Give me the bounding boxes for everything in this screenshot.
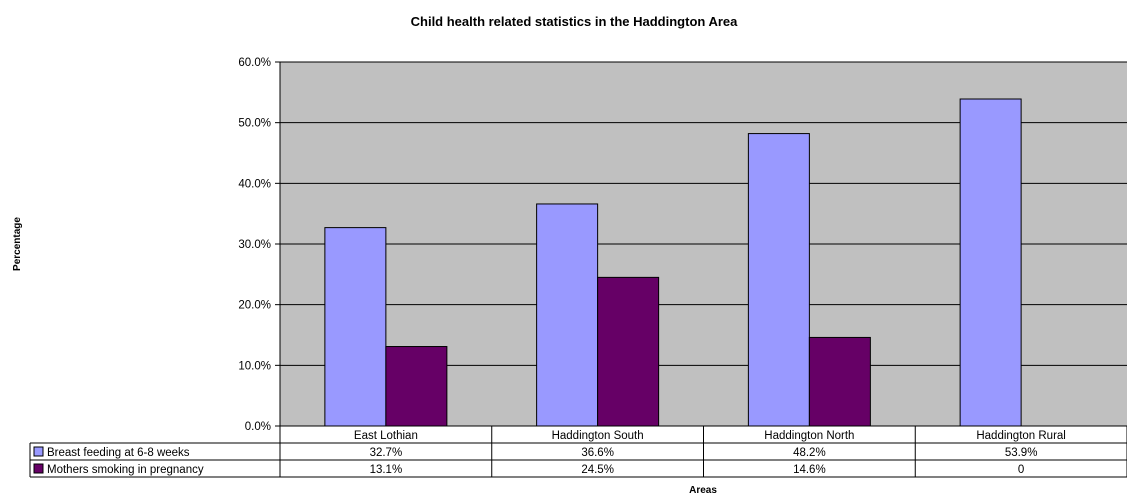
data-label-series-0-cat-3: 53.9% — [1005, 447, 1038, 459]
data-label-series-0-cat-0: 32.7% — [370, 447, 403, 459]
data-label-series-1-cat-0: 13.1% — [370, 464, 403, 476]
category-label-3: Haddington Rural — [976, 430, 1066, 442]
chart-title: Child health related statistics in the H… — [411, 14, 739, 29]
bar-series-1-cat-1 — [597, 276, 660, 427]
data-label-series-1-cat-3: 0 — [1018, 464, 1024, 476]
y-tick-label-0: 0.0% — [245, 421, 271, 433]
category-label-2: Haddington North — [764, 430, 854, 442]
y-tick-label-2: 20.0% — [238, 300, 271, 312]
bar-series-0-cat-0 — [324, 227, 387, 427]
y-axis: 0.0% 10.0% 20.0% 30.0% 40.0% 50.0% 60.0% — [238, 57, 280, 433]
y-tick-label-3: 30.0% — [238, 239, 271, 251]
x-axis-label: Areas — [689, 485, 717, 495]
bar-series-0-cat-3 — [959, 98, 1022, 427]
y-tick-label-4: 40.0% — [238, 178, 271, 190]
bar-series-1-cat-2 — [808, 336, 871, 427]
bar-series-1-cat-0 — [385, 346, 448, 427]
legend-label-0: Breast feeding at 6-8 weeks — [47, 447, 190, 459]
data-label-series-0-cat-2: 48.2% — [793, 447, 826, 459]
bar-series-0-cat-2 — [747, 133, 810, 427]
category-label-1: Haddington South — [552, 430, 644, 442]
legend-swatch-1 — [33, 463, 44, 474]
data-label-series-1-cat-1: 24.5% — [581, 464, 614, 476]
y-tick-label-1: 10.0% — [238, 360, 271, 372]
y-axis-label: Percentage — [12, 217, 23, 271]
legend-swatch-0 — [33, 446, 44, 457]
data-label-series-0-cat-1: 36.6% — [581, 447, 614, 459]
category-label-0: East Lothian — [354, 430, 418, 442]
data-label-series-1-cat-2: 14.6% — [793, 464, 826, 476]
y-tick-label-6: 60.0% — [238, 57, 271, 69]
bars — [324, 98, 1022, 427]
y-tick-label-5: 50.0% — [238, 118, 271, 130]
data-table: East Lothian Haddington South Haddington N… — [29, 425, 1127, 478]
bar-series-0-cat-1 — [536, 203, 599, 427]
legend-label-1: Mothers smoking in pregnancy — [47, 464, 204, 476]
